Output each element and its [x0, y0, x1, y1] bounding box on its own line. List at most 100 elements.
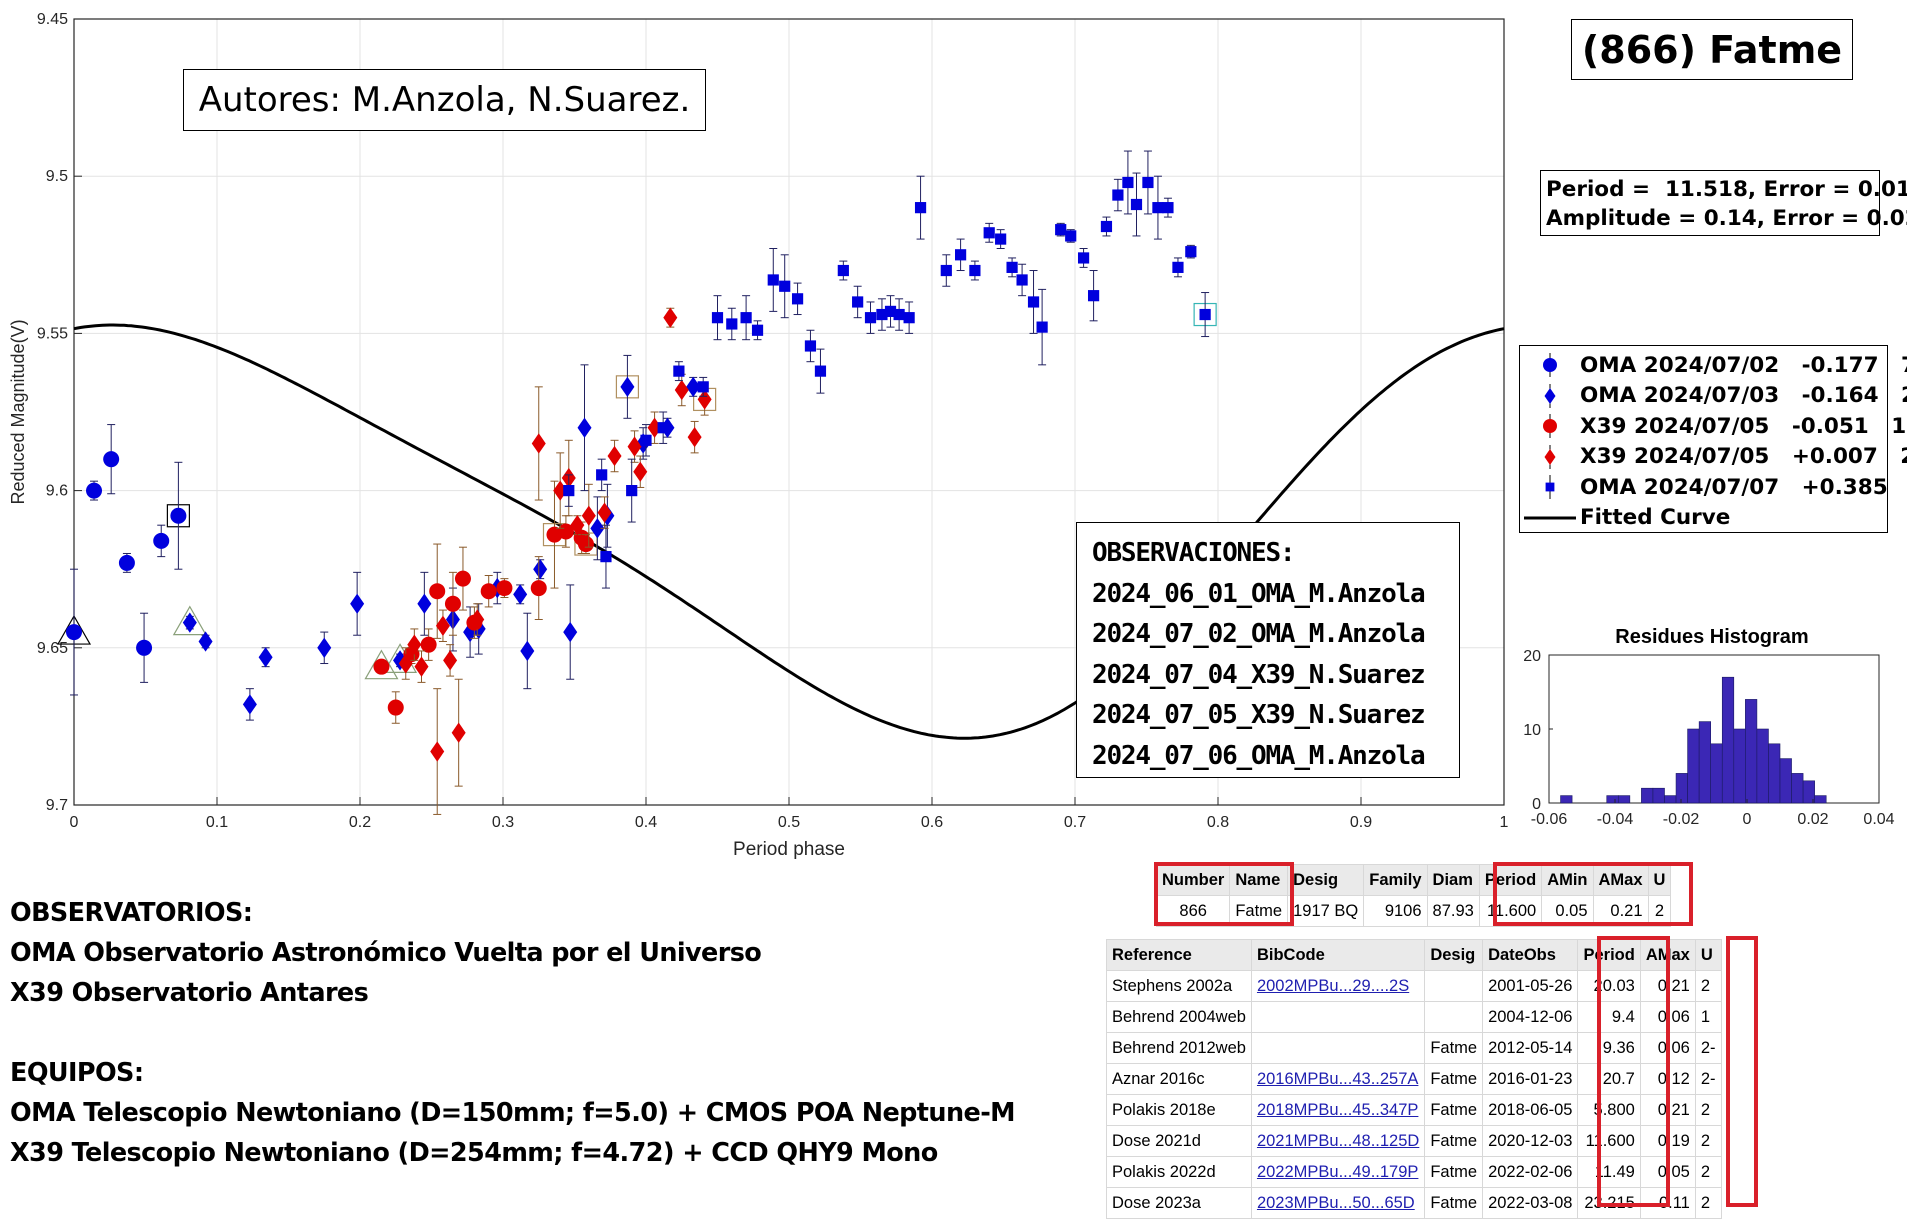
series-group [66, 424, 187, 696]
x-tick-label: 0.4 [635, 814, 657, 831]
table-header: AMin [1541, 864, 1594, 896]
lcdb-summary-table: Number Name Desig Family Diam Period AMin AMax U… [1155, 864, 1672, 927]
table-header: BibCode [1250, 939, 1426, 971]
data-point [429, 583, 446, 600]
table-cell: Fatme [1229, 895, 1289, 927]
table-cell: Fatme [1424, 1094, 1484, 1126]
data-point [1006, 261, 1018, 273]
data-point [955, 249, 967, 261]
table-cell: 0.21 [1639, 1094, 1696, 1126]
data-point [674, 379, 689, 401]
legend-label: OMA 2024/07/07 +0.385 48 [1580, 474, 1907, 500]
data-point [969, 264, 981, 277]
legend-label: X39 2024/07/05 +0.007 22 [1580, 444, 1907, 469]
y-tick-label: 9.5 [46, 168, 68, 185]
table-header: U [1694, 939, 1722, 971]
bibcode-cell: 2023MPBu...50...65D [1250, 1187, 1426, 1219]
series-group [182, 354, 701, 721]
data-point [420, 636, 437, 653]
table-cell: 20.03 [1577, 970, 1641, 1002]
table-cell: 1 [1694, 1001, 1722, 1033]
bibcode-link[interactable]: 2023MPBu...50...65D [1256, 1193, 1415, 1212]
table-header: AMax [1639, 939, 1696, 971]
bibcode-cell: 2018MPBu...45..347P [1250, 1094, 1426, 1126]
bibcode-link[interactable]: 2002MPBu...29....2S [1256, 976, 1410, 995]
table-cell: 9.36 [1577, 1032, 1641, 1064]
spacer [10, 1013, 1015, 1053]
table-header: Desig [1424, 939, 1484, 971]
data-point [837, 264, 849, 277]
fitted-curve-layer [73, 323, 1505, 740]
data-point [1130, 198, 1143, 211]
data-point [581, 505, 596, 526]
bibcode-link[interactable]: 2018MPBu...45..347P [1256, 1100, 1419, 1119]
table-cell: 2 [1694, 1125, 1722, 1157]
data-point [903, 312, 915, 324]
data-point [893, 308, 905, 321]
legend-label: OMA 2024/07/02 -0.177 7 [1580, 352, 1907, 378]
lcdb-references-table: Reference BibCode Desig DateObs Period AMax U … [1106, 939, 1722, 1219]
table-cell: Aznar 2016c [1106, 1063, 1252, 1095]
x-tick-label: 0.2 [349, 814, 371, 831]
table-cell: Behrend 2004web [1106, 1001, 1252, 1033]
legend-symbol [1543, 414, 1557, 438]
table-cell: 2 [1694, 970, 1722, 1002]
data-point [1172, 261, 1184, 273]
data-point [633, 461, 648, 482]
bibcode-link[interactable]: 2016MPBu...43..257A [1256, 1069, 1419, 1088]
bibcode-cell: 2002MPBu...29....2S [1250, 970, 1426, 1002]
data-point [751, 324, 764, 336]
data-point [1027, 296, 1040, 308]
bibcode-link[interactable]: 2021MPBu...48..125D [1256, 1131, 1420, 1150]
x-tick-label: 0 [70, 814, 79, 831]
histogram-bar [1606, 795, 1619, 804]
data-point [513, 584, 528, 605]
data-point [711, 312, 724, 324]
data-point [66, 624, 82, 641]
amplitude-stat: Amplitude = 0.14, Error = 0.02 [1546, 206, 1907, 231]
table-cell: 2022-03-08 [1482, 1187, 1579, 1219]
histogram-bar [1721, 676, 1735, 804]
table-cell: 0.06 [1639, 1032, 1696, 1064]
x-tick-label: 1 [1500, 814, 1509, 831]
legend-symbol [1524, 516, 1576, 519]
legend-entry: OMA 2024/07/07 +0.385 48 [1520, 472, 1888, 502]
table-cell: 9106 [1363, 895, 1428, 927]
data-point [1199, 308, 1211, 321]
histogram-bar [1791, 773, 1804, 804]
fit-stats-box: Period = 11.518, Error = 0.014 Amplitude… [1540, 170, 1907, 236]
histogram-bar [1560, 795, 1573, 804]
data-point [570, 515, 585, 536]
legend-label: Fitted Curve [1580, 505, 1731, 530]
data-point [531, 433, 546, 454]
data-point [767, 274, 779, 286]
table-cell: Fatme [1424, 1032, 1484, 1064]
table-cell: 11.600 [1577, 1125, 1641, 1157]
data-point [563, 485, 575, 497]
y-axis-label: Reduced Magnitude(V) [8, 319, 28, 504]
y-tick-label: 9.55 [37, 325, 68, 342]
hist-x-tick-label: -0.04 [1597, 811, 1634, 828]
bibcode-link[interactable]: 2022MPBu...49..179P [1256, 1162, 1419, 1181]
table-cell: 2022-02-06 [1482, 1156, 1579, 1188]
table-cell: Dose 2023a [1106, 1187, 1252, 1219]
data-point [520, 640, 535, 662]
table-cell: 2- [1694, 1063, 1722, 1095]
data-point [1055, 224, 1067, 236]
table-row: Polakis 2022d 2022MPBu...49..179P Fatme 202… [1106, 1156, 1722, 1188]
chart-title: (866) Fatme [1581, 27, 1843, 72]
equipment-line: OMA Telescopio Newtoniano (D=150mm; f=5.… [10, 1098, 1016, 1128]
data-point [444, 595, 461, 612]
data-point [995, 233, 1007, 245]
table-cell: 0.06 [1639, 1001, 1696, 1033]
bibcode-cell: 2016MPBu...43..257A [1250, 1063, 1426, 1095]
data-point [435, 615, 450, 636]
table-cell [1250, 1032, 1426, 1064]
data-point [153, 532, 170, 549]
data-point [590, 518, 605, 539]
legend-marker [1543, 358, 1557, 372]
data-point [317, 637, 332, 658]
observations-box: OBSERVACIONES: 2024_06_01_OMA_M.Anzola 2… [1076, 522, 1460, 778]
x-tick-label: 0.3 [492, 814, 514, 831]
data-point [697, 381, 709, 393]
